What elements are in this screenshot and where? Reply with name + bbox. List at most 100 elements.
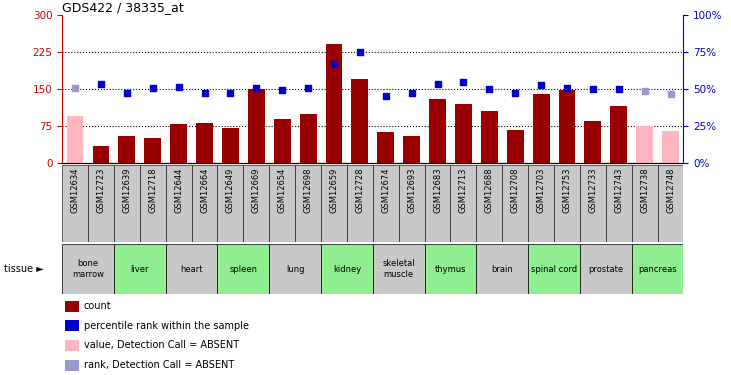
Text: rank, Detection Call = ABSENT: rank, Detection Call = ABSENT — [84, 360, 234, 370]
Bar — [580, 244, 632, 294]
Text: GSM12733: GSM12733 — [588, 167, 597, 213]
Bar — [398, 165, 425, 242]
Text: skeletal
muscle: skeletal muscle — [382, 260, 415, 279]
Text: GSM12649: GSM12649 — [226, 167, 235, 213]
Bar — [477, 244, 528, 294]
Bar — [585, 121, 602, 163]
Bar — [196, 123, 213, 163]
Point — [199, 90, 211, 96]
Text: GSM12708: GSM12708 — [511, 167, 520, 213]
Text: GSM12743: GSM12743 — [614, 167, 624, 213]
Text: GSM12723: GSM12723 — [96, 167, 105, 213]
Bar — [533, 94, 550, 163]
Bar — [554, 165, 580, 242]
Bar — [93, 146, 110, 163]
Bar — [140, 165, 166, 242]
Text: percentile rank within the sample: percentile rank within the sample — [84, 321, 249, 331]
Point — [483, 86, 495, 92]
Text: heart: heart — [181, 265, 202, 274]
Bar — [373, 165, 398, 242]
Point — [302, 85, 314, 91]
Bar — [243, 165, 269, 242]
Text: lung: lung — [286, 265, 304, 274]
Point — [458, 79, 469, 85]
Text: GSM12693: GSM12693 — [407, 167, 416, 213]
Text: spinal cord: spinal cord — [531, 265, 577, 274]
Bar — [455, 104, 471, 163]
Text: GSM12698: GSM12698 — [303, 167, 313, 213]
Bar — [144, 138, 161, 163]
Bar — [558, 90, 575, 163]
Bar — [425, 244, 477, 294]
Point — [276, 87, 288, 93]
Point — [561, 85, 573, 91]
Point — [354, 49, 366, 55]
Bar — [222, 128, 239, 163]
Bar — [274, 118, 291, 163]
Text: GSM12644: GSM12644 — [174, 167, 183, 213]
Text: GSM12728: GSM12728 — [355, 167, 364, 213]
Text: brain: brain — [491, 265, 513, 274]
Bar — [65, 340, 79, 351]
Bar — [170, 124, 187, 163]
Bar — [610, 106, 627, 163]
Text: prostate: prostate — [588, 265, 624, 274]
Point — [328, 62, 340, 68]
Point — [224, 90, 236, 96]
Bar — [425, 165, 450, 242]
Bar — [321, 244, 373, 294]
Point — [613, 86, 624, 92]
Bar — [166, 165, 192, 242]
Point — [432, 81, 444, 87]
Point — [251, 85, 262, 91]
Text: GSM12738: GSM12738 — [640, 167, 649, 213]
Bar — [65, 301, 79, 312]
Bar — [481, 111, 498, 163]
Bar — [352, 79, 368, 163]
Bar — [404, 136, 420, 163]
Point — [664, 91, 676, 97]
Bar — [477, 165, 502, 242]
Bar — [114, 165, 140, 242]
Text: GSM12634: GSM12634 — [71, 167, 80, 213]
Point — [380, 93, 392, 99]
Bar — [507, 129, 523, 163]
Point — [121, 90, 133, 96]
Point — [639, 87, 651, 93]
Bar — [377, 132, 394, 163]
Bar — [118, 136, 135, 163]
Bar — [218, 244, 269, 294]
Bar — [662, 131, 679, 163]
Bar — [62, 244, 114, 294]
Text: GSM12639: GSM12639 — [122, 167, 132, 213]
Point — [587, 86, 599, 92]
Text: tissue ►: tissue ► — [4, 264, 43, 274]
Bar — [65, 360, 79, 370]
Bar — [528, 165, 554, 242]
Bar — [502, 165, 528, 242]
Bar — [429, 99, 446, 163]
Bar — [632, 165, 658, 242]
Point — [69, 85, 81, 91]
Text: GSM12703: GSM12703 — [537, 167, 545, 213]
Text: kidney: kidney — [333, 265, 361, 274]
Text: GSM12688: GSM12688 — [485, 167, 494, 213]
Text: thymus: thymus — [435, 265, 466, 274]
Bar — [248, 89, 265, 163]
Text: GSM12748: GSM12748 — [666, 167, 675, 213]
Bar — [88, 165, 114, 242]
Bar — [373, 244, 425, 294]
Text: GSM12718: GSM12718 — [148, 167, 157, 213]
Text: liver: liver — [131, 265, 149, 274]
Bar — [218, 165, 243, 242]
Point — [173, 84, 184, 90]
Text: value, Detection Call = ABSENT: value, Detection Call = ABSENT — [84, 340, 239, 351]
Bar — [321, 165, 347, 242]
Text: GSM12713: GSM12713 — [459, 167, 468, 213]
Text: bone
marrow: bone marrow — [72, 260, 104, 279]
Bar — [300, 114, 317, 163]
Text: GSM12674: GSM12674 — [382, 167, 390, 213]
Text: pancreas: pancreas — [638, 265, 677, 274]
Text: GSM12659: GSM12659 — [330, 167, 338, 213]
Bar — [347, 165, 373, 242]
